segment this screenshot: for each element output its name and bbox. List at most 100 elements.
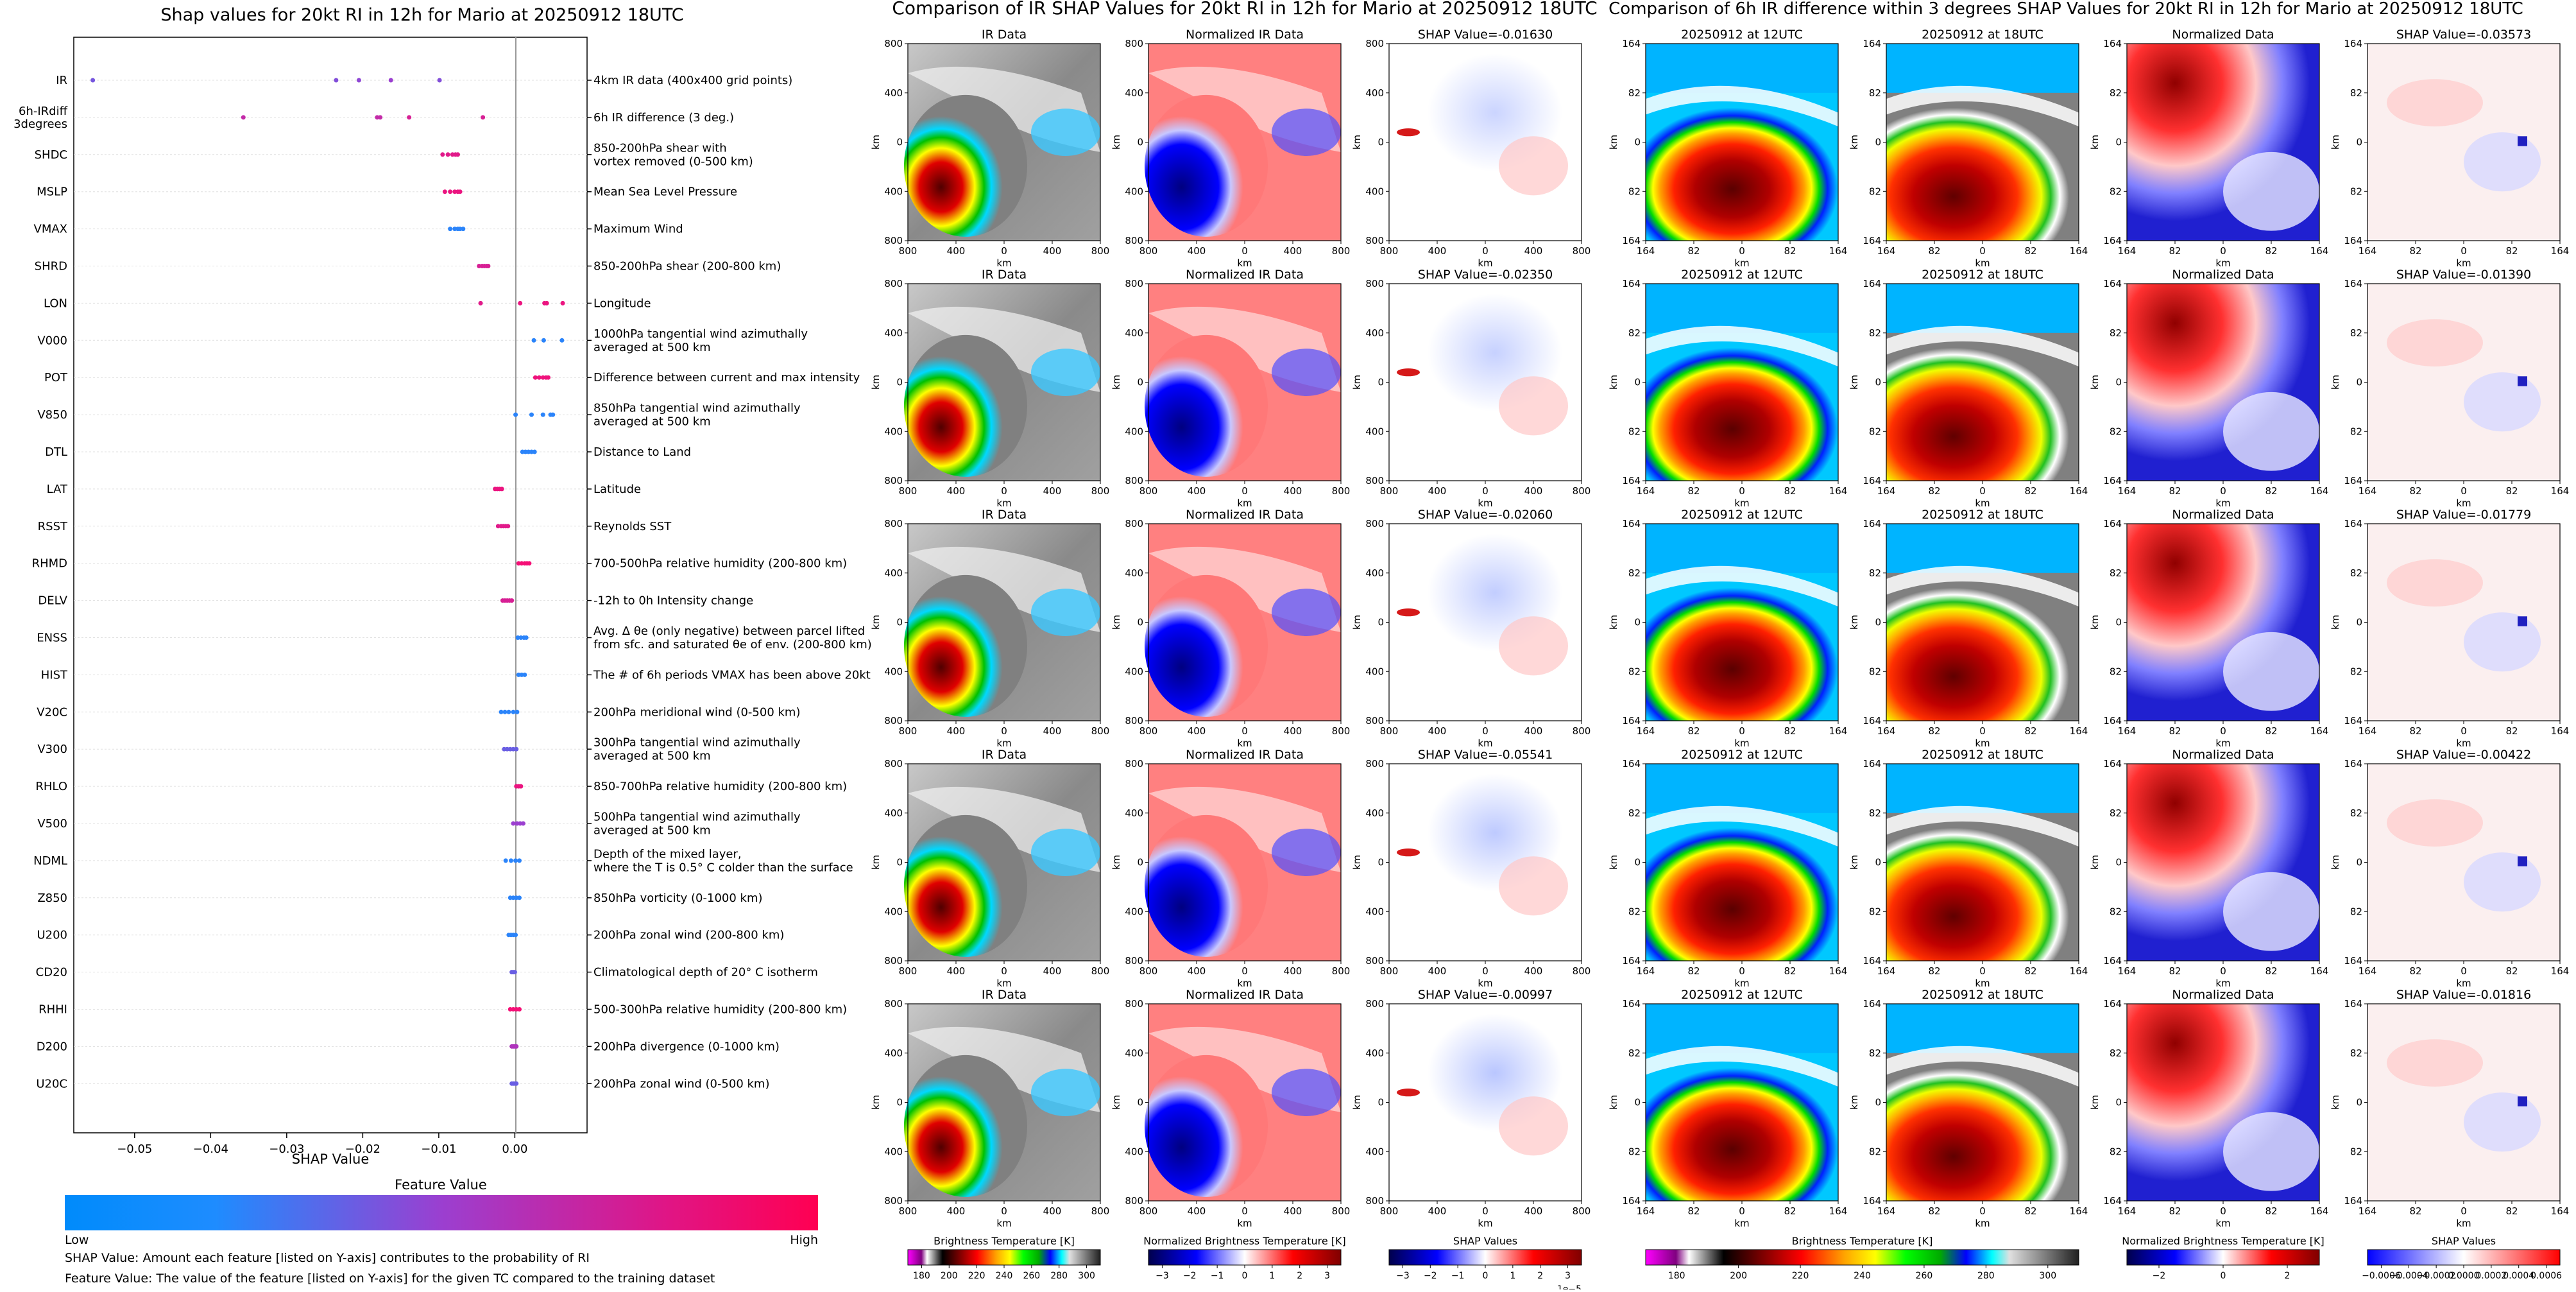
panel-y-tick-label: 400 <box>1125 807 1143 819</box>
panel-x-tick-label: 164 <box>1877 725 1896 737</box>
feature-label: HIST <box>41 668 68 682</box>
panel-x-tick-label: 0 <box>1482 245 1488 257</box>
irdiff-panel-title: 20250912 at 18UTC <box>1922 268 2043 282</box>
panel-ylabel: km <box>870 615 882 630</box>
panel-y-tick-label: 800 <box>884 235 903 246</box>
panel-x-tick-label: 164 <box>2118 485 2137 497</box>
panel-x-tick-label: 400 <box>1043 965 1062 977</box>
panel-x-tick-label: 0 <box>2461 965 2467 977</box>
panel-y-tick-label: 82 <box>2350 1047 2362 1059</box>
panel-ylabel: km <box>1848 135 1860 150</box>
panel-y-tick-label: 0 <box>896 1097 903 1108</box>
colorbar-tick-label: 240 <box>1854 1271 1871 1281</box>
shap-point <box>506 524 511 529</box>
colorbar-tick-label: 200 <box>1730 1271 1747 1281</box>
panel-y-tick-label: 400 <box>1125 426 1143 437</box>
panel-xlabel: km <box>996 257 1011 269</box>
panel-x-tick-label: 400 <box>1428 485 1447 497</box>
feature-label: POT <box>44 371 68 384</box>
panel-x-tick-label: 164 <box>1877 245 1896 257</box>
panel-x-tick-label: 0 <box>1739 485 1745 497</box>
colorbar-tick-label: 0.0004 <box>2503 1271 2534 1281</box>
panel-xlabel: km <box>2456 497 2471 509</box>
panel-y-tick-label: 800 <box>884 955 903 967</box>
feature-label: RHHI <box>38 1003 67 1017</box>
feature-description: 200hPa zonal wind (200-800 km) <box>593 929 784 942</box>
irdiff-shap-image <box>2367 524 2560 721</box>
ir-panel-title: Normalized IR Data <box>1186 28 1304 42</box>
shap-point <box>481 115 486 120</box>
ir-panel-title: SHAP Value=-0.01630 <box>1418 28 1553 42</box>
feature-description: 850-200hPa shear (200-800 km) <box>593 260 781 273</box>
panel-y-tick-label: 400 <box>1365 1047 1384 1059</box>
panel-y-tick-label: 800 <box>1125 235 1143 246</box>
irdiff-norm-light <box>2223 392 2319 471</box>
irdiff-storm <box>1646 332 1838 481</box>
panel-ylabel: km <box>1111 855 1122 870</box>
panel-y-tick-label: 800 <box>1125 955 1143 967</box>
panel-x-tick-label: 164 <box>2358 485 2377 497</box>
irdiff-cloud-edge <box>1886 805 2079 847</box>
panel-y-tick-label: 82 <box>1869 906 1881 917</box>
panel-x-tick-label: 400 <box>1188 965 1206 977</box>
colorbar-tick-label: −0.0006 <box>2362 1271 2401 1281</box>
ir-cold-cloud <box>1031 589 1100 636</box>
panel-y-tick-label: 400 <box>1125 1047 1143 1059</box>
panel-x-tick-label: 400 <box>1524 485 1543 497</box>
panel-y-tick-label: 400 <box>1365 1146 1384 1157</box>
shap-point <box>509 598 515 603</box>
panel-y-tick-label: 0 <box>2356 857 2362 868</box>
panel-ylabel: km <box>1111 615 1122 630</box>
panel-x-tick-label: 800 <box>899 485 917 497</box>
panel-y-tick-label: 0 <box>896 377 903 388</box>
ir-norm-cold <box>1272 589 1341 636</box>
feature-description: Longitude <box>593 297 651 310</box>
colorbar <box>1645 1249 2079 1266</box>
feature-label: V500 <box>37 817 67 831</box>
panel-y-tick-label: 164 <box>1863 235 1881 246</box>
shap-ir-positive-area <box>1499 616 1568 676</box>
panel-xlabel: km <box>996 1218 1011 1229</box>
panel-x-tick-label: 400 <box>1524 245 1543 257</box>
panel-ylabel: km <box>1111 135 1122 150</box>
panel-x-tick-label: 0 <box>1241 1205 1248 1217</box>
irdiff-cloud-edge <box>1646 565 1838 607</box>
panel-x-tick-label: 82 <box>1784 1205 1796 1217</box>
colorbar-tick-label: 2 <box>2285 1271 2290 1281</box>
panel-x-tick-label: 82 <box>1928 485 1940 497</box>
panel-x-tick-label: 800 <box>1573 485 1591 497</box>
panel-y-tick-label: 0 <box>1378 857 1384 868</box>
panel-x-tick-label: 400 <box>1043 725 1062 737</box>
irdiff-shap-spot <box>2518 856 2527 866</box>
shap-point <box>522 672 527 677</box>
feature-label: V20C <box>37 705 67 719</box>
panel-y-tick-label: 164 <box>1863 998 1881 1010</box>
panel-y-tick-label: 164 <box>2103 518 2122 530</box>
panel-ylabel: km <box>2089 1095 2101 1110</box>
shap-ir-hotspot <box>1397 128 1420 137</box>
panel-y-tick-label: 82 <box>1628 1047 1641 1059</box>
irdiff-cloud-edge <box>1646 805 1838 847</box>
panel-x-tick-label: 164 <box>2551 485 2570 497</box>
irdiff-cloud-edge <box>1886 85 2079 126</box>
colorbar <box>2126 1249 2320 1266</box>
panel-ylabel: km <box>2089 375 2101 390</box>
panel-y-tick-label: 82 <box>1628 567 1641 579</box>
ir-panel-title: IR Data <box>982 988 1027 1002</box>
panel-x-tick-label: 82 <box>2169 485 2181 497</box>
panel-x-tick-label: 164 <box>2551 965 2570 977</box>
irdiff-norm-light <box>2223 1112 2319 1191</box>
panel-x-tick-label: 82 <box>2265 485 2277 497</box>
panel-y-tick-label: 82 <box>1628 87 1641 99</box>
panel-x-tick-label: 400 <box>1284 1205 1302 1217</box>
shap-point <box>448 189 453 194</box>
panel-y-tick-label: 0 <box>1378 1097 1384 1108</box>
shap-point <box>241 115 246 120</box>
panel-xlabel: km <box>1975 497 1990 509</box>
shap-xlabel: SHAP Value <box>292 1151 370 1167</box>
panel-xlabel: km <box>1237 978 1252 989</box>
shap-point <box>517 895 522 900</box>
panel-x-tick-label: 82 <box>2409 1205 2421 1217</box>
shap-point <box>520 821 525 826</box>
